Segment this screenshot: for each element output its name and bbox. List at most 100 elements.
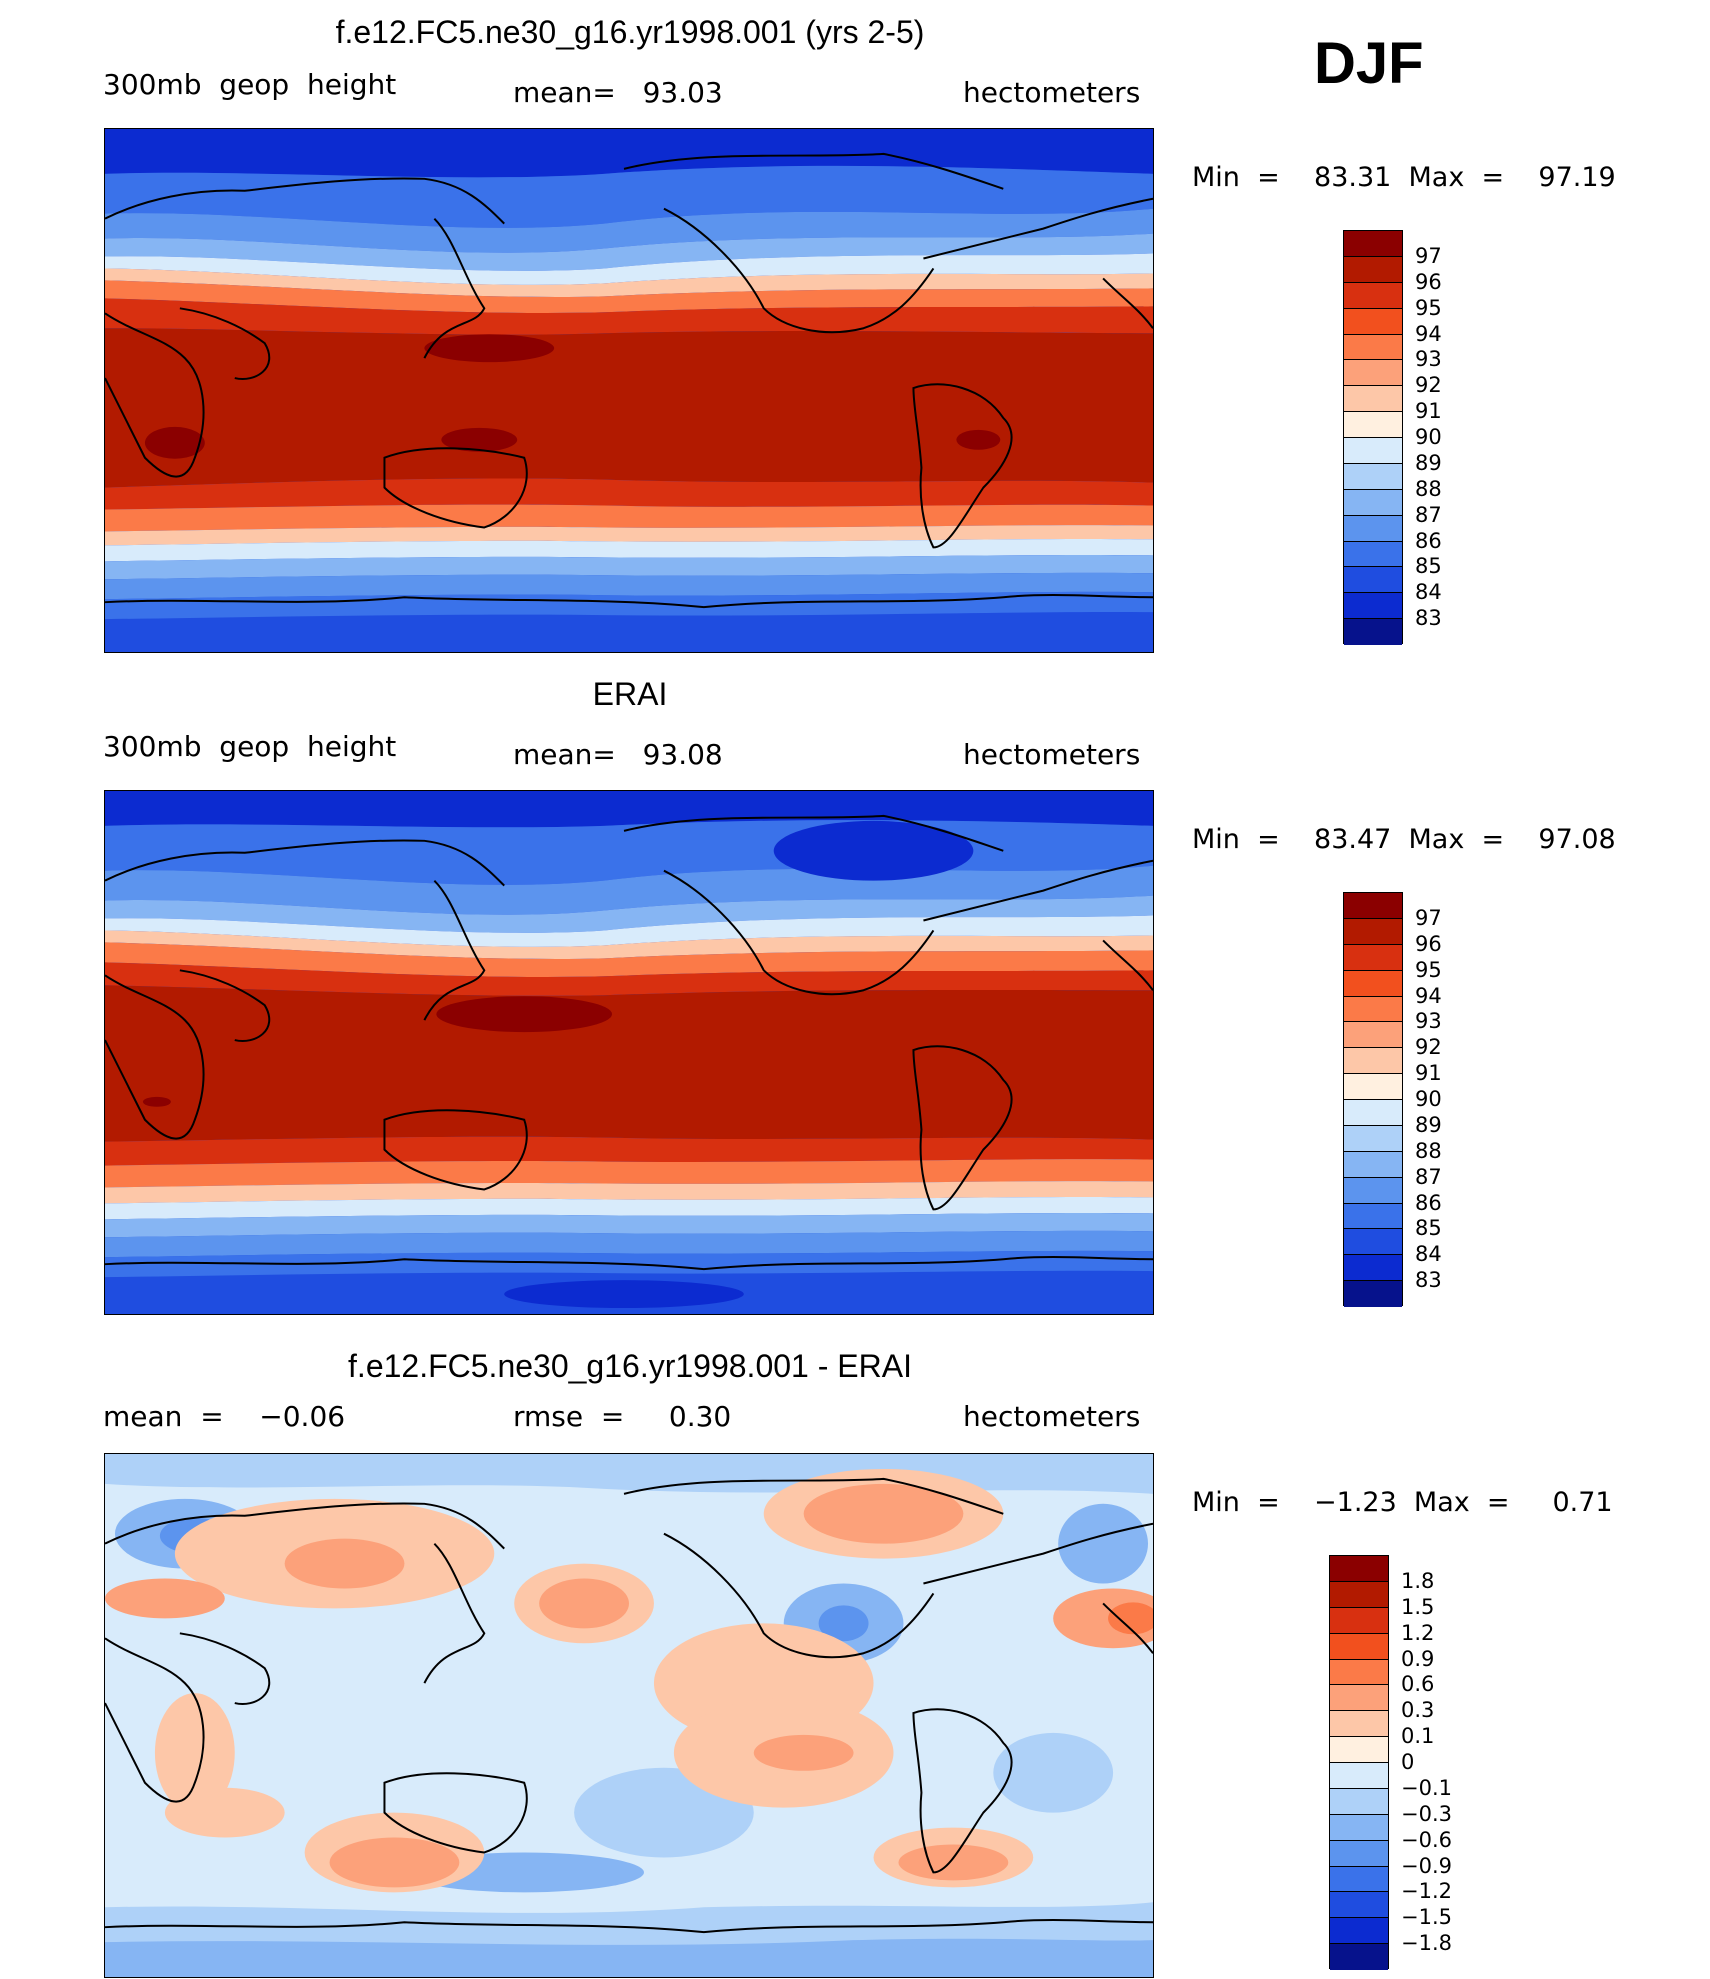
colorbar-tick-label: 85	[1415, 1216, 1442, 1241]
panel-1-map	[104, 128, 1154, 653]
colorbar-tick-label: 83	[1415, 1268, 1442, 1293]
panel-1-mean-label: mean= 93.03	[513, 76, 723, 109]
colorbar-tick-label: 0.6	[1401, 1672, 1435, 1697]
panel-1-minmax: Min = 83.31 Max = 97.19	[1192, 162, 1616, 193]
panel-3-minmax: Min = −1.23 Max = 0.71	[1192, 1487, 1613, 1518]
colorbar-swatch	[1344, 282, 1402, 309]
colorbar-swatch	[1344, 1177, 1402, 1204]
colorbar-tick-label: −1.8	[1401, 1931, 1452, 1956]
colorbar-tick-label: 90	[1415, 1087, 1442, 1111]
colorbar-swatch	[1344, 1229, 1402, 1256]
colorbar-swatch	[1330, 1866, 1388, 1893]
colorbar-swatch	[1330, 1918, 1388, 1945]
colorbar-swatch	[1344, 438, 1402, 464]
colorbar-swatch	[1330, 1737, 1388, 1763]
colorbar-swatch	[1330, 1556, 1388, 1582]
colorbar-tick-label: 84	[1415, 580, 1442, 605]
season-label: DJF	[1314, 31, 1424, 96]
colorbar-swatch	[1344, 893, 1402, 919]
colorbar-tick-label: 97	[1415, 243, 1442, 268]
colorbar-swatch	[1330, 1788, 1388, 1815]
panel-1-field	[105, 129, 1153, 652]
colorbar-tick-label: 88	[1415, 1138, 1442, 1163]
colorbar-tick-label: 1.2	[1401, 1620, 1435, 1645]
colorbar-tick-label: 0	[1401, 1750, 1415, 1774]
colorbar-tick-label: 94	[1415, 321, 1442, 346]
colorbar-swatch	[1344, 944, 1402, 971]
colorbar-swatch	[1344, 515, 1402, 542]
colorbar-tick-label: −1.2	[1401, 1879, 1452, 1904]
colorbar-swatch	[1344, 386, 1402, 413]
panel-1-title: f.e12.FC5.ne30_g16.yr1998.001 (yrs 2-5)	[335, 14, 925, 50]
panel-2-mean-label: mean= 93.08	[513, 738, 723, 771]
colorbar-swatch	[1344, 1125, 1402, 1152]
colorbar-tick-label: 83	[1415, 606, 1442, 631]
colorbar-swatch	[1330, 1892, 1388, 1919]
colorbar-swatch	[1330, 1840, 1388, 1867]
colorbar-tick-label: 84	[1415, 1242, 1442, 1267]
colorbar-tick-label: −0.6	[1401, 1827, 1452, 1852]
colorbar-swatch	[1330, 1814, 1388, 1841]
colorbar-tick-label: 87	[1415, 502, 1442, 527]
colorbar-tick-label: −0.1	[1401, 1775, 1452, 1800]
panel-2-variable-label: 300mb geop height	[103, 730, 397, 763]
colorbar-tick-label: 86	[1415, 1190, 1442, 1215]
panel-2-units-label: hectometers	[963, 738, 1141, 771]
colorbar-tick-label: 85	[1415, 554, 1442, 579]
colorbar-swatch	[1344, 1074, 1402, 1100]
colorbar-tick-label: 95	[1415, 295, 1442, 320]
colorbar-swatch	[1330, 1607, 1388, 1634]
colorbar-tick-label: 0.9	[1401, 1646, 1435, 1671]
colorbar-tick-label: 95	[1415, 957, 1442, 982]
panel-2-minmax: Min = 83.47 Max = 97.08	[1192, 824, 1616, 855]
colorbar-tick-label: 0.1	[1401, 1724, 1435, 1749]
colorbar-tick-label: 91	[1415, 399, 1442, 424]
colorbar-swatch	[1330, 1633, 1388, 1660]
panel-2-map	[104, 790, 1154, 1315]
colorbar-swatch	[1330, 1763, 1388, 1789]
colorbar-swatch	[1344, 1100, 1402, 1126]
colorbar-tick-label: 93	[1415, 1009, 1442, 1034]
colorbar-swatch	[1344, 231, 1402, 257]
colorbar-swatch	[1344, 970, 1402, 997]
colorbar-tick-label: −0.3	[1401, 1801, 1452, 1826]
panel-3-mean-label: mean = −0.06	[103, 1400, 346, 1433]
colorbar-swatch	[1330, 1581, 1388, 1608]
panel-2-title: ERAI	[592, 676, 668, 712]
colorbar-swatch	[1344, 541, 1402, 568]
colorbar-swatch	[1344, 567, 1402, 594]
colorbar-tick-label: −0.9	[1401, 1853, 1452, 1878]
colorbar-tick-label: −1.5	[1401, 1905, 1452, 1930]
colorbar-swatch	[1344, 996, 1402, 1023]
colorbar-tick-label: 89	[1415, 1112, 1442, 1137]
colorbar-tick-label: 0.3	[1401, 1698, 1435, 1723]
panel-1-variable-label: 300mb geop height	[103, 68, 397, 101]
panel-1-units-label: hectometers	[963, 76, 1141, 109]
colorbar-swatch	[1344, 1203, 1402, 1230]
colorbar-swatch	[1344, 412, 1402, 438]
colorbar-swatch	[1344, 463, 1402, 490]
colorbar-swatch	[1344, 360, 1402, 387]
panel-3-units-label: hectometers	[963, 1400, 1141, 1433]
colorbar-tick-label: 96	[1415, 269, 1442, 294]
colorbar-swatch	[1344, 1048, 1402, 1075]
colorbar-tick-label: 90	[1415, 425, 1442, 449]
colorbar-swatch	[1344, 593, 1402, 620]
panel-3-map	[104, 1453, 1154, 1978]
colorbar-swatch	[1344, 308, 1402, 335]
colorbar-swatch	[1330, 1685, 1388, 1712]
panel-3-rmse-label: rmse = 0.30	[513, 1400, 732, 1433]
colorbar-swatch	[1344, 334, 1402, 361]
panel-3-field	[105, 1454, 1153, 1977]
colorbar-tick-label: 97	[1415, 905, 1442, 930]
colorbar-swatch	[1330, 1711, 1388, 1738]
colorbar-swatch	[1330, 1944, 1388, 1970]
colorbar-swatch	[1344, 918, 1402, 945]
colorbar-swatch	[1344, 1281, 1402, 1307]
colorbar-tick-label: 91	[1415, 1061, 1442, 1086]
colorbar-tick-label: 86	[1415, 528, 1442, 553]
colorbar-tick-label: 94	[1415, 983, 1442, 1008]
colorbar-swatch	[1344, 1151, 1402, 1178]
colorbar-tick-label: 88	[1415, 476, 1442, 501]
colorbar-swatch	[1344, 489, 1402, 516]
